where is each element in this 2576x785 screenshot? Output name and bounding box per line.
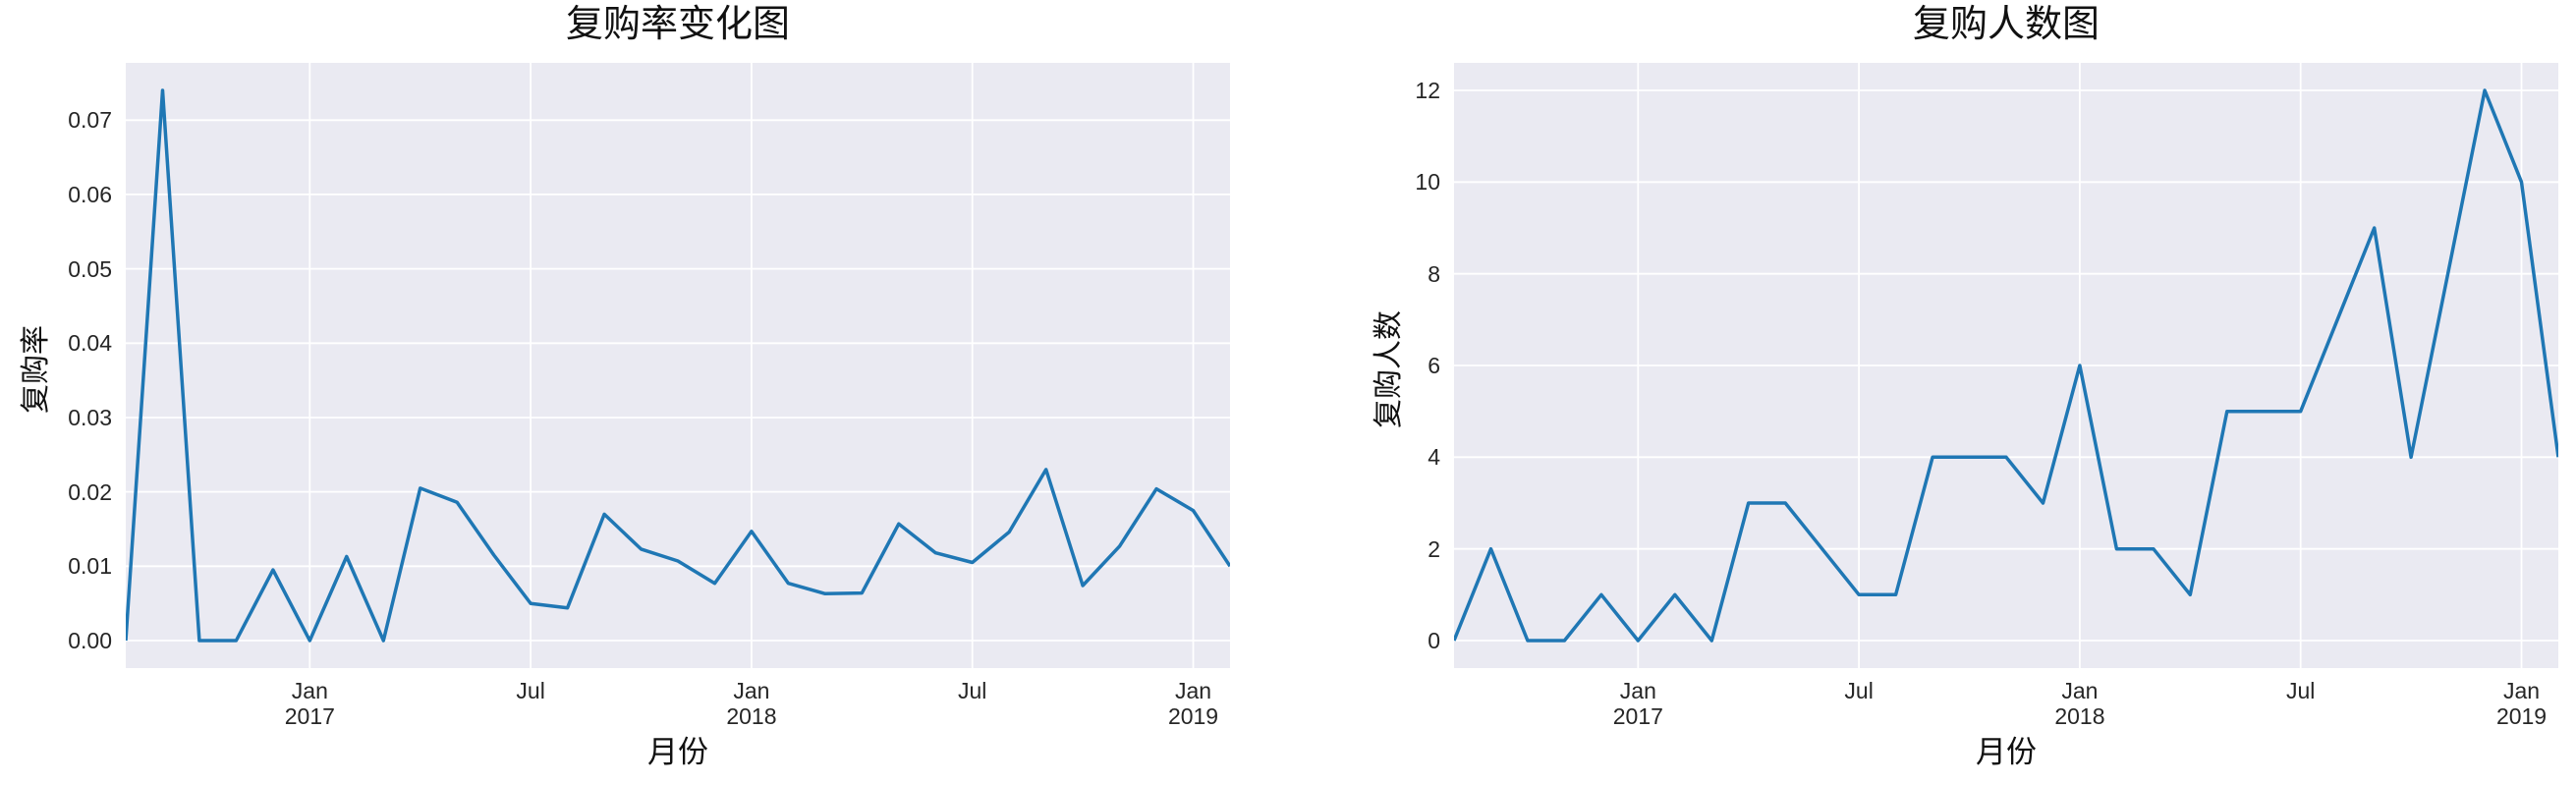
y-tick-label: 0.07: [68, 107, 112, 134]
y-tick-label: 0.03: [68, 404, 112, 430]
plot-area: [1454, 63, 2558, 668]
x-tick-label: Jan 2017: [1579, 678, 1697, 729]
chart-title: 复购率变化图: [565, 4, 790, 45]
x-tick-label: Jan 2019: [2463, 678, 2576, 729]
x-tick-label: Jan 2017: [251, 678, 368, 729]
x-tick-label: Jul: [1844, 678, 1874, 703]
y-tick-label: 2: [1428, 535, 1440, 562]
y-tick-label: 8: [1428, 260, 1440, 287]
x-tick-label: Jul: [2286, 678, 2316, 703]
y-axis-label: 复购率: [20, 325, 52, 414]
line-plot: [1454, 63, 2558, 668]
x-tick-label: Jan 2019: [1135, 678, 1253, 729]
x-axis-label: 月份: [647, 735, 708, 769]
y-tick-label: 0.06: [68, 181, 112, 207]
chart-repurchase-count: 复购人数图 复购人数 0 2 4 6 8 10 12 Jan 2017 Jul Jan 2018 Ju…: [1288, 0, 2576, 785]
data-line: [126, 88, 1230, 643]
y-tick-label: 6: [1428, 353, 1440, 378]
plot-background: [126, 63, 1230, 668]
x-tick-year: 2018: [726, 703, 777, 729]
x-tick-label: Jul: [516, 678, 545, 703]
x-axis-label: 月份: [1976, 735, 2037, 769]
y-tick-label: 0.04: [68, 330, 112, 357]
y-tick-label: 4: [1428, 444, 1440, 471]
y-tick-label: 0.02: [68, 478, 112, 505]
x-tick-label: Jul: [958, 678, 987, 703]
x-tick-year: 2019: [1167, 703, 1219, 729]
y-tick-label: 0.05: [68, 255, 112, 282]
x-tick-year: 2018: [2054, 703, 2105, 729]
line-plot: [126, 63, 1230, 668]
y-tick-label: 10: [1415, 169, 1440, 196]
data-line: [1454, 88, 2558, 643]
y-tick-label: 0.00: [68, 628, 112, 653]
x-tick-label: Jan 2018: [693, 678, 811, 729]
x-tick-label: Jan 2018: [2021, 678, 2139, 729]
x-tick-year: 2017: [284, 703, 335, 729]
y-tick-label: 12: [1415, 78, 1440, 103]
y-tick-label: 0: [1428, 628, 1440, 653]
y-tick-label: 0.01: [68, 553, 112, 580]
plot-area: [126, 63, 1230, 668]
chart-repurchase-rate: 复购率变化图 复购率 0.00 0.01 0.02 0.03 0.04 0.05 0.06 0…: [20, 4, 1253, 769]
x-tick-year: 2019: [2495, 703, 2548, 729]
chart-title: 复购人数图: [1912, 4, 2100, 45]
x-tick-year: 2017: [1612, 703, 1663, 729]
